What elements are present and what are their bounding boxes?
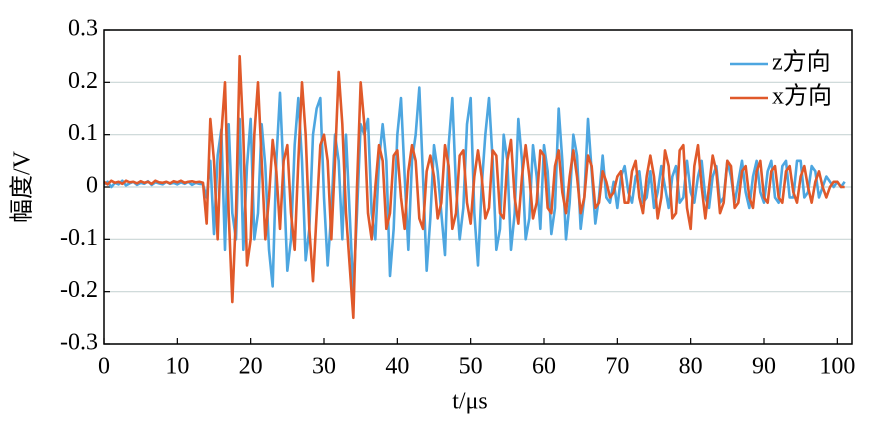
x-tick-label: 30 — [312, 354, 336, 380]
y-tick-label: 0.1 — [68, 120, 98, 146]
x-tick-label: 100 — [819, 354, 855, 380]
y-tick-label: -0.1 — [60, 225, 98, 251]
x-axis-label: t/μs — [452, 389, 488, 415]
y-tick-label: -0.3 — [60, 330, 98, 356]
y-tick-label: -0.2 — [60, 277, 98, 303]
plot-frame — [103, 29, 853, 345]
x-tick-label: 50 — [459, 354, 483, 380]
x-tick-label: 20 — [239, 354, 263, 380]
x-tick-label: 90 — [752, 354, 776, 380]
y-axis-label: 幅度/V — [9, 150, 36, 223]
legend-label: z方向 — [772, 49, 831, 76]
data-line — [103, 54, 845, 320]
x-tick-label: 40 — [385, 354, 409, 380]
x-tick-label: 80 — [679, 354, 703, 380]
x-tick-label: 0 — [98, 354, 110, 380]
x-tick-label: 70 — [605, 354, 629, 380]
legend-label: x方向 — [772, 83, 832, 110]
x-tick-label: 10 — [165, 354, 189, 380]
y-tick-label: 0.2 — [68, 68, 98, 94]
y-tick-label: 0.3 — [68, 16, 98, 42]
x-tick-label: 60 — [532, 354, 556, 380]
y-tick-label: 0 — [86, 173, 98, 199]
